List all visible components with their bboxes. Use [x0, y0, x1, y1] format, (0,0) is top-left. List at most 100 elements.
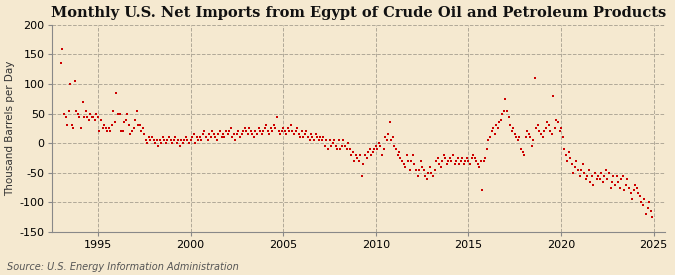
Point [426, 170, 437, 175]
Point [423, 170, 433, 175]
Point [57, 46, 68, 51]
Point [394, 150, 404, 154]
Point [223, 129, 234, 134]
Point [315, 135, 325, 139]
Point [420, 174, 431, 178]
Y-axis label: Thousand Barrels per Day: Thousand Barrels per Day [5, 61, 16, 196]
Point [404, 167, 415, 172]
Point [554, 129, 565, 134]
Point [85, 111, 96, 116]
Point [613, 179, 624, 184]
Point [508, 126, 518, 131]
Point [83, 117, 94, 122]
Point [364, 147, 375, 151]
Point [153, 144, 163, 148]
Point [522, 129, 533, 134]
Point [225, 126, 236, 131]
Point [310, 132, 321, 136]
Point [415, 159, 426, 163]
Point [82, 114, 92, 119]
Point [134, 123, 145, 128]
Point [176, 138, 187, 142]
Point [372, 147, 383, 151]
Point [306, 132, 317, 136]
Point [276, 129, 287, 134]
Point [341, 147, 352, 151]
Point [61, 123, 72, 128]
Point [576, 167, 587, 172]
Point [559, 147, 570, 151]
Point [481, 147, 492, 151]
Point [546, 132, 557, 136]
Point [318, 135, 329, 139]
Point [312, 135, 323, 139]
Point [238, 129, 248, 134]
Point [630, 182, 641, 187]
Point [427, 174, 438, 178]
Point [317, 138, 327, 142]
Point [416, 165, 427, 169]
Point [267, 129, 278, 134]
Point [125, 132, 136, 136]
Point [247, 132, 258, 136]
Point [102, 129, 113, 134]
Point [355, 153, 366, 157]
Point [383, 132, 394, 136]
Point [308, 138, 319, 142]
Point [296, 129, 307, 134]
Point [543, 123, 554, 128]
Point [518, 153, 529, 157]
Point [412, 174, 423, 178]
Point [492, 126, 503, 131]
Point [380, 135, 391, 139]
Point [568, 170, 579, 175]
Point [66, 123, 77, 128]
Point [151, 138, 162, 142]
Point [594, 177, 605, 181]
Point [107, 123, 117, 128]
Point [124, 123, 134, 128]
Point [235, 135, 246, 139]
Point [313, 138, 324, 142]
Point [199, 129, 210, 134]
Point [626, 197, 637, 202]
Point [130, 117, 140, 122]
Point [128, 126, 139, 131]
Point [542, 120, 553, 125]
Point [408, 153, 418, 157]
Point [103, 126, 114, 131]
Point [145, 138, 156, 142]
Point [55, 61, 66, 65]
Point [157, 135, 168, 139]
Point [246, 129, 256, 134]
Point [349, 159, 360, 163]
Point [142, 141, 153, 145]
Point [437, 159, 448, 163]
Point [332, 147, 343, 151]
Point [114, 111, 125, 116]
Point [174, 144, 185, 148]
Point [101, 126, 111, 131]
Point [397, 159, 408, 163]
Point [162, 138, 173, 142]
Point [369, 147, 380, 151]
Point [270, 126, 281, 131]
Point [165, 138, 176, 142]
Point [80, 108, 91, 113]
Point [321, 138, 332, 142]
Point [608, 174, 619, 178]
Point [479, 159, 489, 163]
Point [105, 129, 116, 134]
Point [431, 159, 441, 163]
Point [366, 153, 377, 157]
Point [181, 135, 192, 139]
Point [86, 114, 97, 119]
Point [76, 126, 86, 131]
Point [566, 162, 577, 166]
Point [217, 132, 228, 136]
Point [350, 153, 361, 157]
Point [500, 97, 511, 101]
Point [161, 141, 171, 145]
Point [190, 141, 200, 145]
Point [256, 132, 267, 136]
